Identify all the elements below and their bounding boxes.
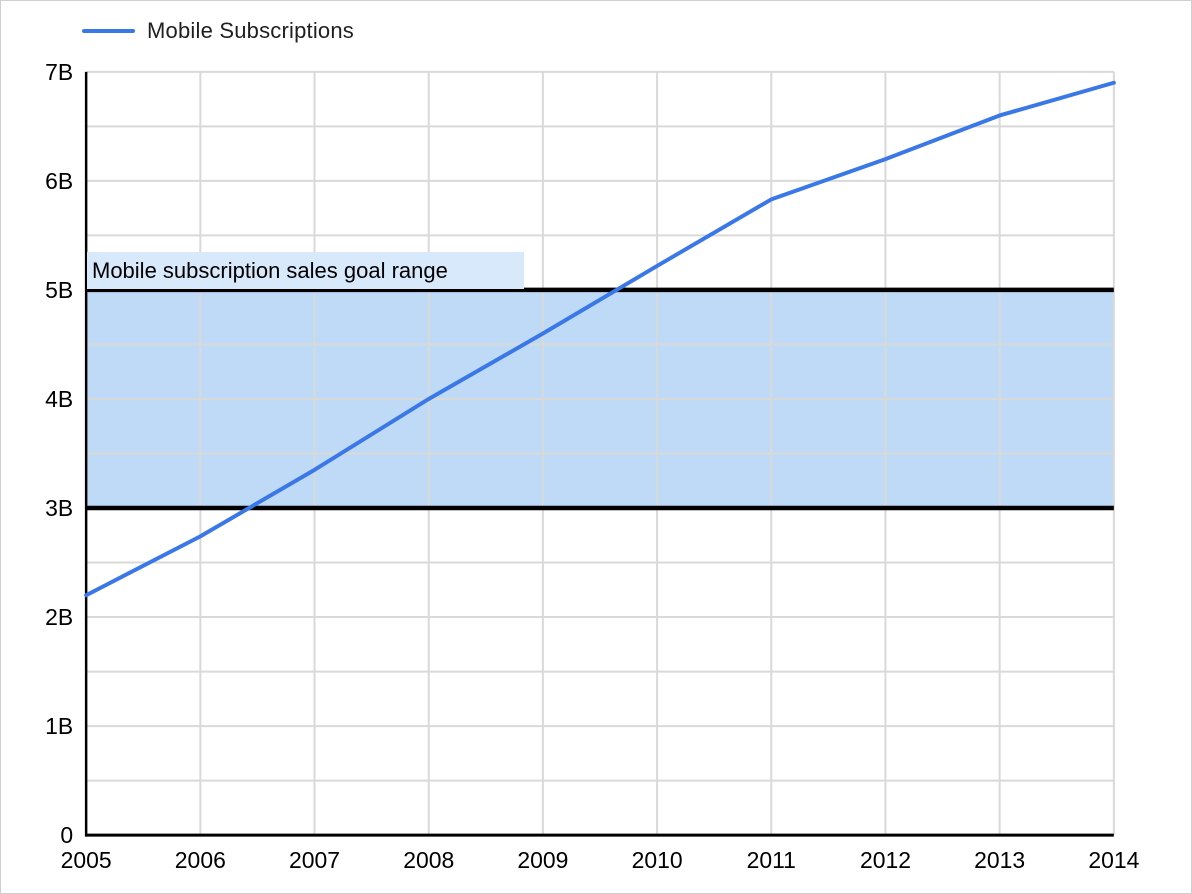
- x-axis-tick-label: 2012: [860, 847, 911, 873]
- mobile-subscriptions-line[interactable]: [84, 80, 1116, 598]
- x-axis-tick-label: 2013: [974, 847, 1025, 873]
- x-axis-tick-label: 2014: [1088, 847, 1139, 873]
- y-axis-tick-label: 5B: [45, 277, 73, 303]
- x-axis-tick-label: 2011: [747, 847, 796, 873]
- x-axis-tick-label: 2005: [61, 847, 112, 873]
- y-axis-tick-label: 2B: [45, 604, 73, 630]
- legend-line-swatch: [82, 29, 135, 33]
- goal-range-annotation-label: Mobile subscription sales goal range: [87, 251, 524, 289]
- y-axis-tick-label: 0: [60, 822, 73, 848]
- legend-label: Mobile Subscriptions: [147, 18, 354, 43]
- x-axis-tick-label: 2007: [289, 847, 340, 873]
- x-axis-tick-label: 2008: [403, 847, 454, 873]
- y-axis-tick-label: 6B: [45, 168, 73, 194]
- x-axis-tick-label: 2006: [175, 847, 226, 873]
- y-axis-tick-label: 3B: [45, 495, 73, 521]
- y-axis-tick-label: 7B: [45, 59, 73, 85]
- x-axis-tick-label: 2010: [632, 847, 683, 873]
- legend-item-mobile-subscriptions[interactable]: Mobile Subscriptions: [82, 18, 354, 44]
- y-axis-tick-label: 4B: [45, 386, 73, 412]
- x-axis-tick-label: 2009: [517, 847, 568, 873]
- y-axis-tick-label: 1B: [45, 713, 73, 739]
